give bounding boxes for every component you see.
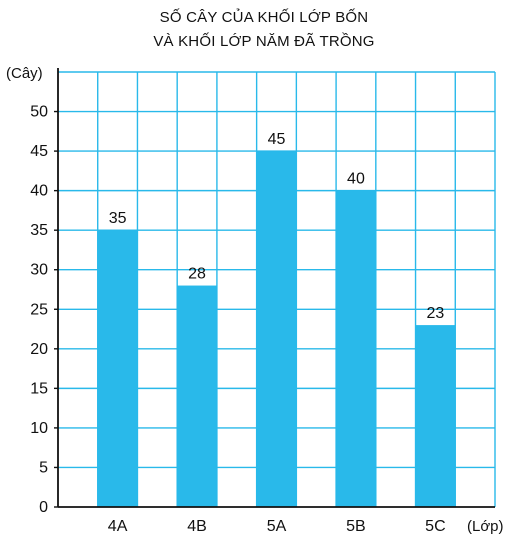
bar-5c bbox=[415, 325, 456, 507]
y-axis-title: (Cây) bbox=[6, 65, 43, 82]
x-tick-label-5b: 5B bbox=[346, 518, 366, 535]
y-tick-label: 0 bbox=[39, 499, 48, 516]
y-tick-label: 45 bbox=[30, 143, 48, 160]
chart-title-line-1: SỐ CÂY CỦA KHỐI LỚP BỐN bbox=[159, 9, 369, 26]
y-tick-label: 5 bbox=[39, 459, 48, 476]
y-tick-label: 25 bbox=[30, 301, 48, 318]
data-label-5b: 40 bbox=[347, 171, 365, 188]
label-layer: 35 4A 28 4B 45 5A 40 5B 23 5C 0 5 10 15 20 25 30 35 40 45 50 bbox=[30, 104, 445, 535]
y-tick-label: 50 bbox=[30, 104, 48, 121]
chart-title-line-2: VÀ KHỐI LỚP NĂM ĐÃ TRỒNG bbox=[153, 33, 375, 50]
x-tick-label-4b: 4B bbox=[187, 518, 207, 535]
bar-5a bbox=[256, 151, 297, 507]
bar-4b bbox=[177, 285, 217, 507]
x-tick-label-5a: 5A bbox=[267, 518, 287, 535]
data-label-4b: 28 bbox=[188, 266, 206, 283]
bar-4a bbox=[97, 230, 138, 507]
y-tick-label: 35 bbox=[30, 222, 48, 239]
x-tick-label-5c: 5C bbox=[425, 518, 445, 535]
y-tick-label: 10 bbox=[30, 420, 48, 437]
axis-layer bbox=[54, 68, 495, 508]
x-tick-label-4a: 4A bbox=[108, 518, 128, 535]
y-tick-label: 20 bbox=[30, 341, 48, 358]
y-tick-label: 30 bbox=[30, 262, 48, 279]
data-label-5c: 23 bbox=[427, 305, 445, 322]
y-tick-label: 40 bbox=[30, 183, 48, 200]
data-label-5a: 45 bbox=[268, 131, 286, 148]
bar-layer bbox=[97, 151, 456, 508]
y-tick-label: 15 bbox=[30, 380, 48, 397]
bar-5b bbox=[336, 190, 376, 508]
x-axis-title: (Lớp) bbox=[467, 518, 504, 535]
data-label-4a: 35 bbox=[109, 210, 127, 227]
